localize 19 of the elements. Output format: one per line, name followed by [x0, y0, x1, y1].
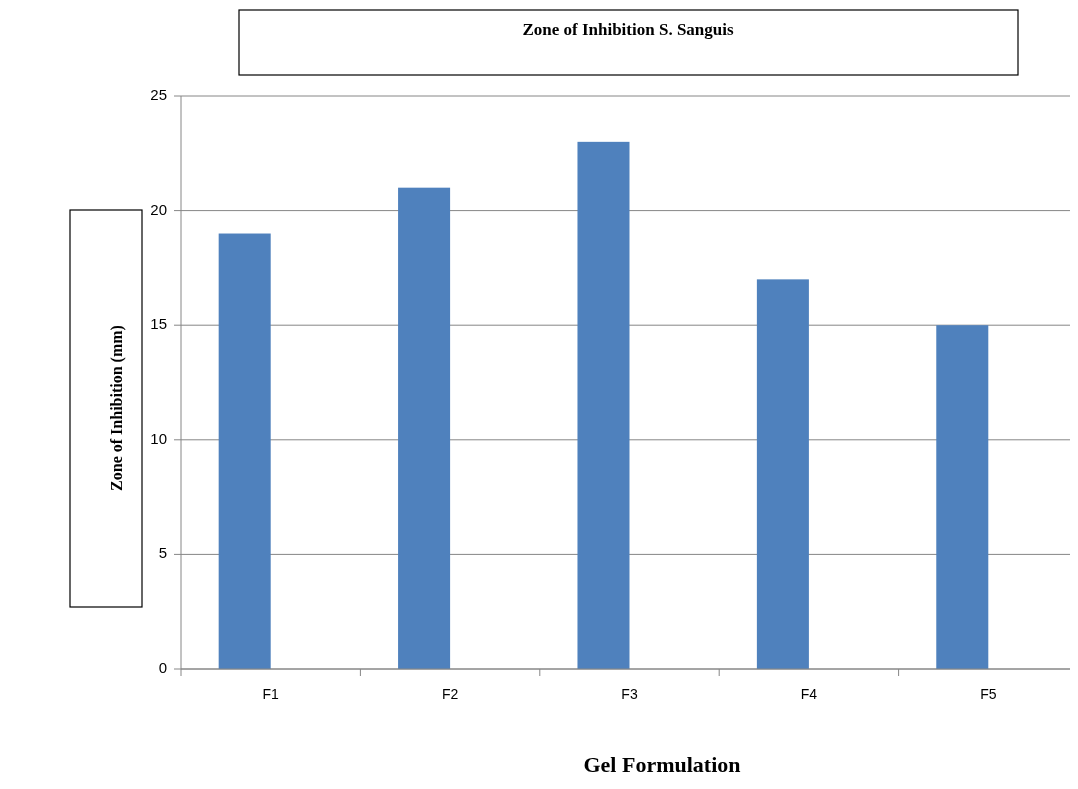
y-tick-label: 25: [150, 85, 167, 103]
x-tick-label: F5: [980, 686, 997, 702]
x-tick-label: F3: [621, 686, 638, 702]
y-tick-label: 0: [158, 658, 167, 676]
x-axis-title: Gel Formulation: [583, 752, 741, 777]
y-tick-label: 20: [150, 200, 167, 218]
bar: [577, 141, 630, 669]
bar: [218, 233, 271, 669]
y-axis-title: Zone of Inhibition (mm): [107, 325, 126, 491]
y-tick-label: 5: [158, 544, 167, 562]
chart-title: Zone of Inhibition S. Sanguis: [522, 20, 734, 39]
y-tick-label: 10: [150, 429, 167, 447]
x-tick-label: F1: [262, 686, 280, 702]
bar: [398, 187, 451, 669]
x-tick-label: F4: [800, 686, 818, 702]
bar: [936, 325, 989, 669]
y-tick-label: 15: [150, 315, 167, 333]
bar: [756, 279, 809, 669]
x-tick-label: F2: [441, 686, 459, 702]
